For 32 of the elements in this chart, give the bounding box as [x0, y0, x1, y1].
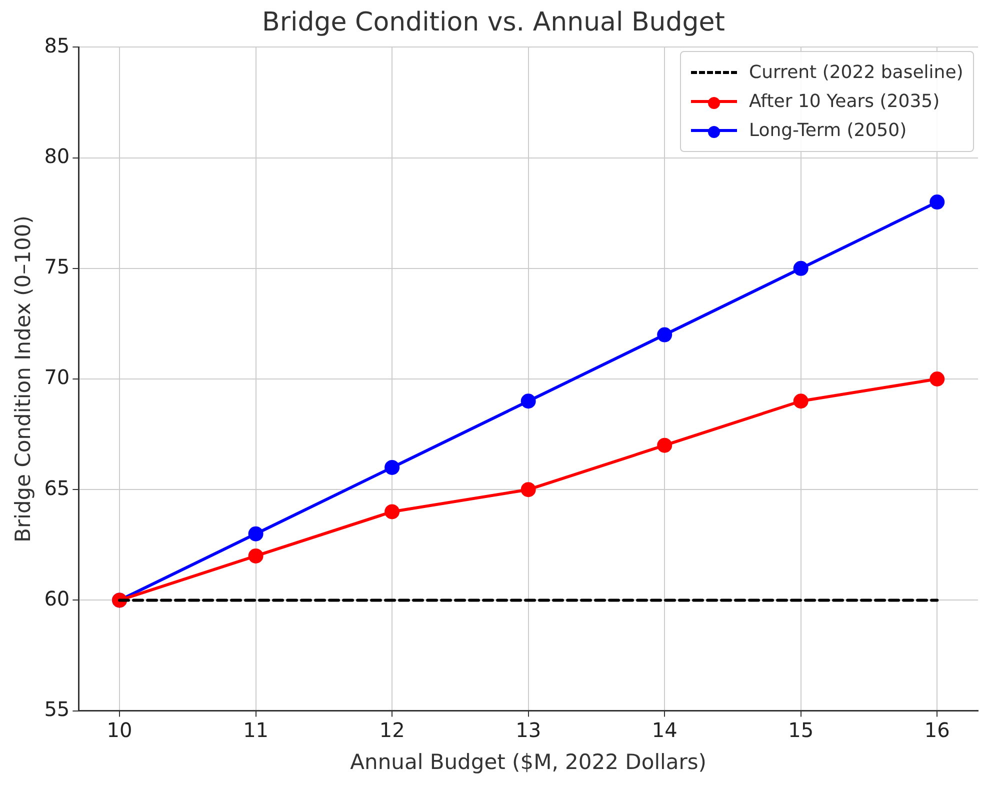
chart-title: Bridge Condition vs. Annual Budget	[262, 7, 725, 38]
y-tick-label: 65	[44, 476, 70, 500]
x-tick-label: 10	[106, 718, 132, 742]
x-axis-title: Annual Budget ($M, 2022 Dollars)	[350, 750, 706, 774]
y-tick-label: 70	[44, 365, 70, 390]
point	[657, 438, 672, 453]
point	[520, 482, 536, 498]
x-tick-label: 12	[379, 718, 405, 742]
x-tick-label: 11	[243, 718, 269, 742]
x-tick-label: 16	[924, 718, 950, 742]
x-tick-label: 13	[516, 718, 542, 742]
legend-label: Current (2022 baseline)	[749, 62, 964, 84]
point	[657, 327, 672, 342]
y-tick-label: 60	[44, 586, 70, 610]
point	[793, 260, 808, 276]
y-tick-label: 55	[44, 697, 70, 722]
point	[793, 394, 808, 409]
legend-label: After 10 Years (2035)	[749, 91, 940, 112]
y-tick-label: 80	[44, 144, 70, 168]
point	[930, 194, 945, 210]
y-axis-title: Bridge Condition Index (0–100)	[11, 216, 36, 542]
point	[248, 548, 264, 564]
y-tick-label: 85	[44, 33, 70, 58]
point	[520, 394, 536, 409]
point	[384, 460, 400, 475]
x-tick-label: 15	[788, 718, 814, 742]
point	[384, 504, 400, 520]
x-tick-label: 14	[652, 718, 678, 742]
point	[248, 526, 264, 542]
legend-label: Long-Term (2050)	[749, 120, 907, 142]
y-tick-label: 75	[44, 254, 70, 279]
point	[930, 372, 945, 386]
